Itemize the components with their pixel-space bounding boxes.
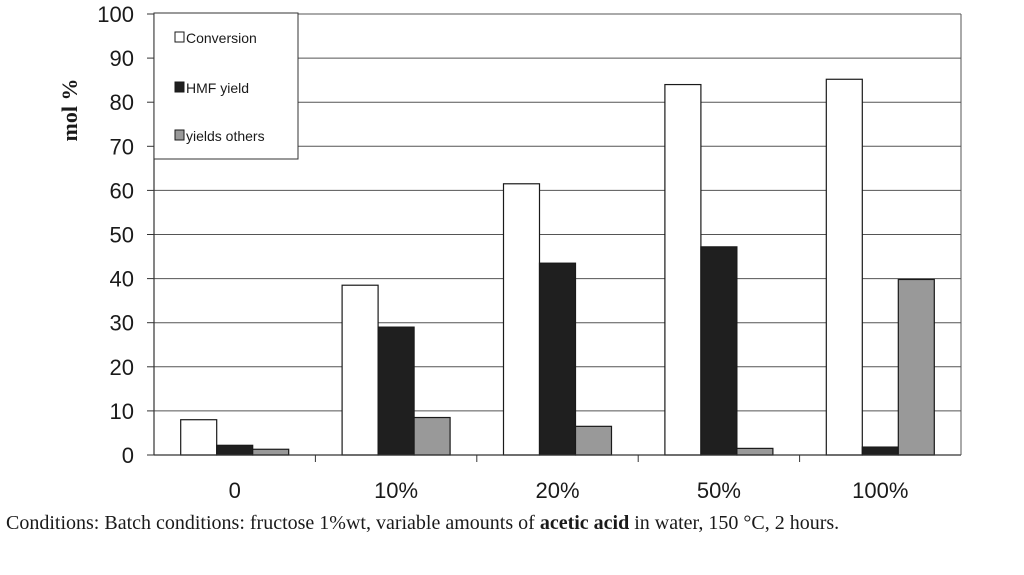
bar-yields-others-4: [897, 278, 935, 456]
x-tick-label: 100%: [852, 478, 908, 503]
legend-label: yields others: [186, 128, 265, 144]
bar-conversion-0: [180, 419, 218, 456]
legend-label: Conversion: [186, 30, 257, 46]
bars: [180, 78, 935, 456]
y-axis-label: mol %: [57, 79, 82, 142]
bar-yields-others-0: [252, 448, 290, 456]
x-tick-label: 50%: [697, 478, 741, 503]
x-tick-label: 0: [229, 478, 241, 503]
bar-hmf-yield-4: [861, 446, 899, 456]
y-tick-label: 100: [97, 2, 134, 27]
x-tick-label: 20%: [535, 478, 579, 503]
y-tick-label: 60: [110, 178, 134, 203]
y-tick-label: 90: [110, 46, 134, 71]
y-tick-label: 0: [122, 443, 134, 468]
legend-swatch: [174, 81, 185, 93]
bar-yields-others-1: [413, 416, 451, 456]
y-tick-labels: 0 10 20 30 40 50 60 70 80 90 100: [97, 2, 134, 468]
y-tick-label: 30: [110, 311, 134, 336]
legend-label: HMF yield: [186, 80, 249, 96]
x-tick-labels: 0 10% 20% 50% 100%: [229, 478, 909, 503]
y-tick-label: 10: [110, 399, 134, 424]
bar-hmf-yield-1: [377, 326, 415, 456]
bar-hmf-yield-2: [538, 262, 577, 456]
y-tick-label: 20: [110, 355, 134, 380]
y-tick-label: 80: [110, 90, 134, 115]
legend-swatch: [174, 31, 185, 43]
x-tick-label: 10%: [374, 478, 418, 503]
caption-text-bold: acetic acid: [539, 512, 630, 534]
bar-yields-others-2: [574, 425, 613, 456]
legend-swatch: [174, 129, 185, 141]
bar-conversion-3: [664, 83, 702, 456]
bar-conversion-1: [341, 284, 379, 456]
y-tick-label: 70: [110, 134, 134, 159]
bar-chart: 0 10 20 30 40 50 60 70 80 90 100 0 10% 20% 50% 100% mo…: [57, 2, 962, 503]
bar-conversion-4: [825, 78, 863, 456]
figure-caption: Conditions: Batch conditions: fructose 1…: [6, 508, 1018, 538]
bar-hmf-yield-3: [700, 246, 738, 456]
bar-yields-others-3: [736, 447, 774, 456]
bar-hmf-yield-0: [216, 444, 254, 456]
y-tick-label: 40: [110, 267, 134, 292]
bar-conversion-2: [502, 183, 541, 456]
caption-text-after: in water, 150 °C, 2 hours.: [629, 512, 840, 534]
legend: Conversion HMF yield yields others: [153, 12, 299, 160]
caption-text-before: Conditions: Batch conditions: fructose 1…: [6, 512, 540, 534]
y-tick-label: 50: [110, 223, 134, 248]
